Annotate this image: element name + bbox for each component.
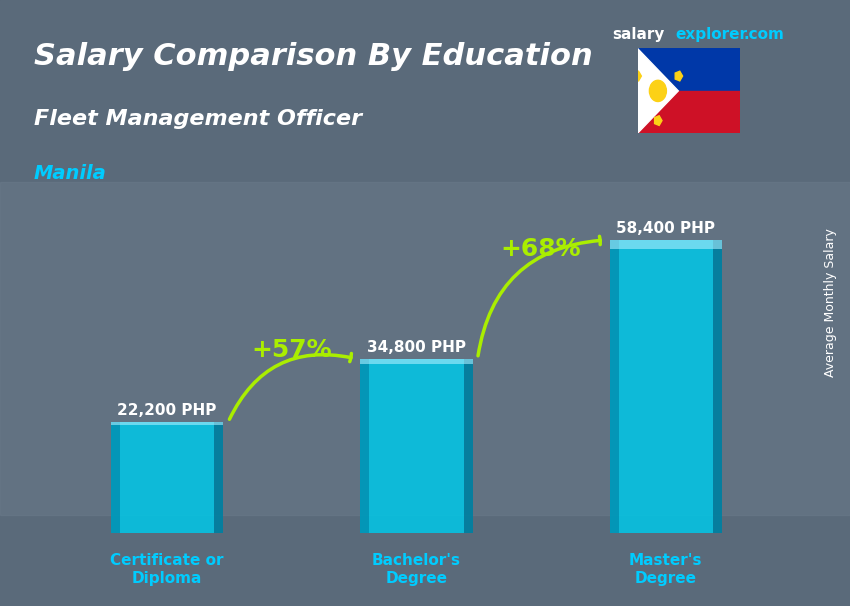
Bar [638, 91, 740, 133]
Text: Average Monthly Salary: Average Monthly Salary [824, 228, 837, 378]
Bar [638, 48, 740, 91]
Text: +57%: +57% [252, 338, 332, 362]
Text: .com: .com [744, 27, 785, 42]
Text: salary: salary [612, 27, 665, 42]
FancyBboxPatch shape [609, 240, 619, 533]
FancyBboxPatch shape [360, 359, 473, 364]
FancyBboxPatch shape [713, 240, 722, 533]
Text: Salary Comparison By Education: Salary Comparison By Education [34, 42, 592, 72]
FancyBboxPatch shape [111, 422, 224, 425]
Text: 34,800 PHP: 34,800 PHP [367, 339, 466, 355]
Polygon shape [654, 116, 662, 125]
FancyBboxPatch shape [111, 422, 224, 533]
Text: Certificate or
Diploma: Certificate or Diploma [110, 553, 224, 586]
Circle shape [649, 80, 666, 102]
Text: explorer: explorer [676, 27, 748, 42]
FancyBboxPatch shape [463, 359, 473, 533]
Polygon shape [634, 72, 642, 81]
Bar [0, 182, 850, 515]
Text: 58,400 PHP: 58,400 PHP [616, 221, 716, 236]
Text: Manila: Manila [34, 164, 107, 182]
FancyBboxPatch shape [609, 240, 722, 533]
FancyBboxPatch shape [360, 359, 370, 533]
FancyBboxPatch shape [360, 359, 473, 533]
Text: Fleet Management Officer: Fleet Management Officer [34, 109, 362, 129]
Text: Bachelor's
Degree: Bachelor's Degree [372, 553, 461, 586]
Text: 22,200 PHP: 22,200 PHP [117, 403, 217, 418]
FancyBboxPatch shape [111, 422, 120, 533]
Text: Master's
Degree: Master's Degree [629, 553, 703, 586]
FancyBboxPatch shape [214, 422, 224, 533]
Polygon shape [675, 72, 683, 81]
Text: +68%: +68% [501, 237, 581, 261]
Polygon shape [638, 48, 678, 133]
FancyBboxPatch shape [609, 240, 722, 249]
